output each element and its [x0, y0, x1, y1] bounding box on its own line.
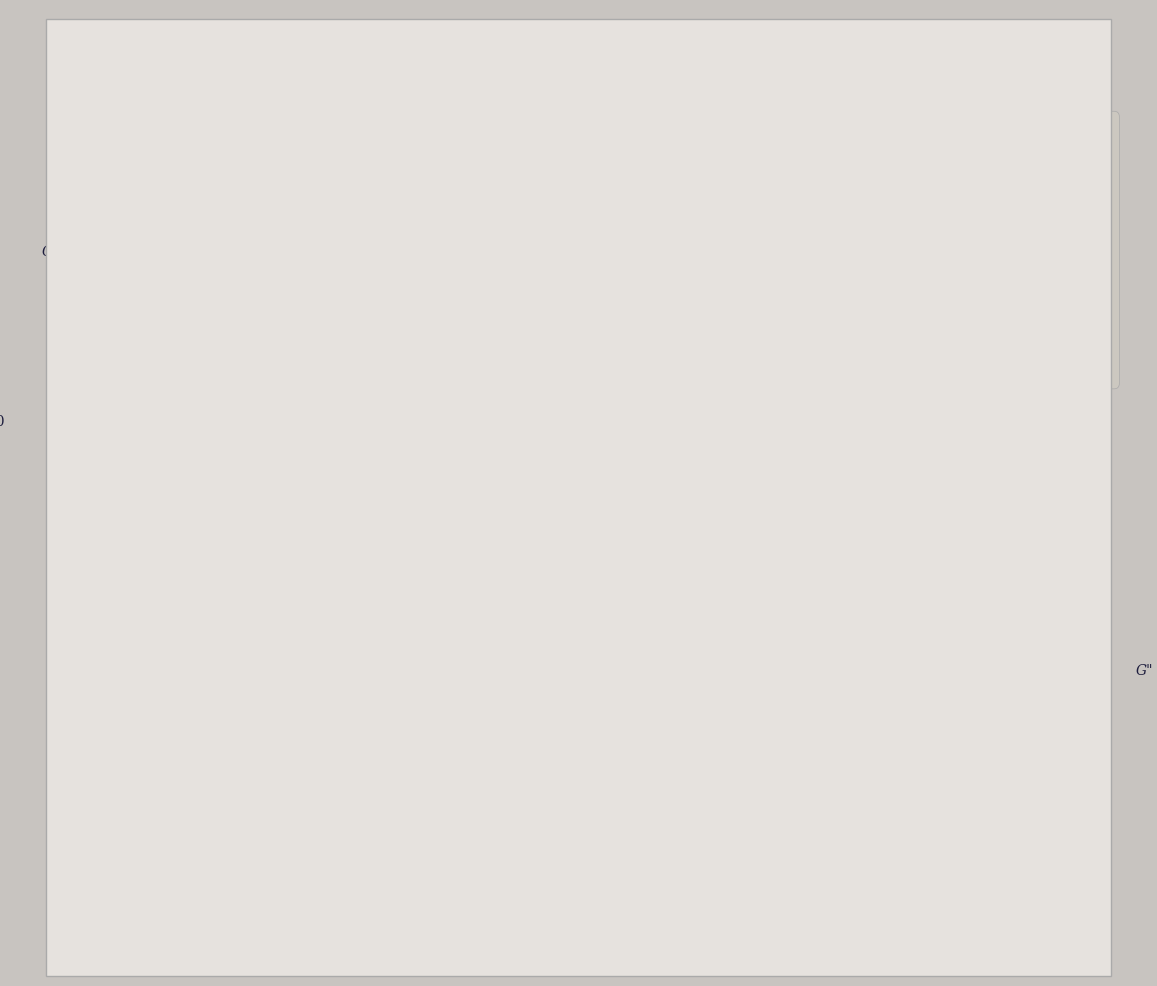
Text: O: O: [911, 641, 922, 656]
FancyBboxPatch shape: [918, 810, 1083, 852]
Text: Fig. 3.11: Fig. 3.11: [927, 827, 1001, 843]
Text: AB = 80  (mm): AB = 80 (mm): [618, 816, 734, 830]
Text: F: F: [80, 194, 90, 208]
Bar: [636, 207, 655, 233]
Text: (a): (a): [876, 816, 897, 830]
Text: BC = 30: BC = 30: [618, 786, 684, 800]
Text: clockwise.   For   the   given: clockwise. For the given: [472, 254, 680, 268]
Text: 20: 20: [854, 584, 872, 598]
Text: G': G': [669, 198, 684, 212]
Text: E: E: [701, 103, 713, 116]
Text: configuration,  determine  the  velocities  and: configuration, determine the velocities …: [472, 294, 811, 308]
Text: 70: 70: [539, 335, 558, 349]
FancyBboxPatch shape: [456, 112, 1119, 389]
Text: 80: 80: [657, 513, 675, 527]
Text: G": G": [42, 245, 59, 258]
Text: G: G: [266, 651, 279, 665]
Text: 60°: 60°: [869, 649, 893, 663]
Text: 85: 85: [404, 138, 421, 153]
Text: D: D: [598, 203, 612, 217]
Text: in  Fig.  3.11(a),  the  crank: in Fig. 3.11(a), the crank: [472, 175, 676, 189]
Text: G": G": [1135, 663, 1154, 677]
Text: CD = 55: CD = 55: [618, 724, 684, 739]
Text: CE = 70: CE = 70: [618, 755, 683, 769]
Text: accelerations of the sliders B, D and F.: accelerations of the sliders B, D and F.: [472, 333, 758, 347]
Text: A: A: [834, 479, 847, 493]
Bar: [250, 614, 275, 633]
Text: 50: 50: [0, 415, 6, 429]
Text: In  the  mechanism  shown: In the mechanism shown: [472, 135, 671, 149]
Bar: [74, 211, 100, 229]
Text: C: C: [481, 591, 493, 605]
Text: 35: 35: [760, 137, 779, 151]
Text: OA  rotates   at   210   rpm: OA rotates at 210 rpm: [472, 215, 671, 229]
Text: 30: 30: [349, 575, 368, 589]
Text: B: B: [223, 607, 236, 621]
